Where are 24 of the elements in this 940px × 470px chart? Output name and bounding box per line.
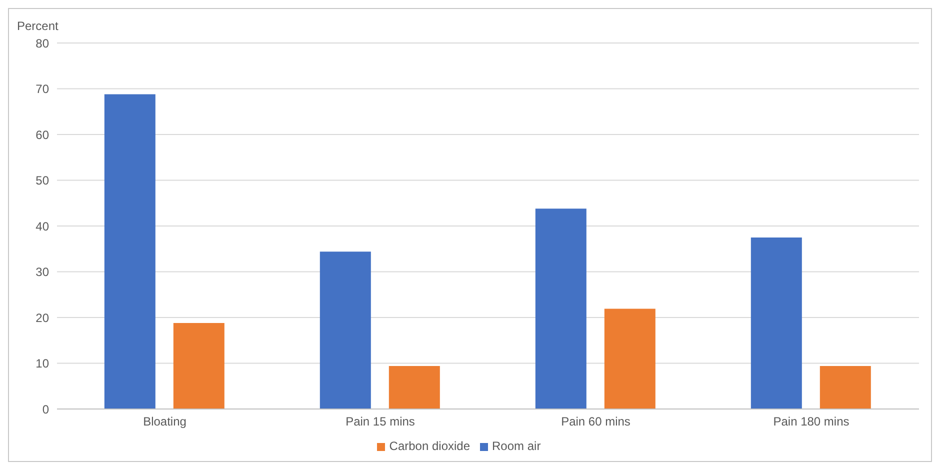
bar bbox=[604, 308, 656, 409]
y-tick-label: 0 bbox=[42, 402, 50, 416]
x-tick-label: Pain 180 mins bbox=[773, 414, 850, 429]
legend-label: Room air bbox=[492, 439, 541, 453]
y-tick-label: 80 bbox=[36, 36, 50, 50]
bar bbox=[173, 322, 224, 409]
y-tick-label: 20 bbox=[36, 310, 50, 325]
y-tick-label: 30 bbox=[36, 265, 50, 280]
bar bbox=[388, 366, 440, 409]
bar bbox=[820, 366, 871, 409]
y-tick-label: 10 bbox=[36, 356, 50, 371]
y-axis-title: Percent bbox=[17, 19, 58, 33]
y-tick-label: 50 bbox=[36, 174, 50, 188]
bar bbox=[750, 237, 802, 409]
x-tick-label: Pain 60 mins bbox=[561, 414, 630, 429]
bar bbox=[104, 94, 156, 409]
bar bbox=[535, 208, 586, 409]
y-tick-label: 70 bbox=[36, 82, 50, 96]
y-tick-label: 40 bbox=[36, 219, 50, 234]
legend-label: Carbon dioxide bbox=[389, 439, 470, 453]
y-tick-label: 60 bbox=[36, 128, 50, 142]
x-tick-label: Pain 15 mins bbox=[346, 414, 415, 429]
x-tick-label: Bloating bbox=[143, 414, 186, 429]
bar bbox=[320, 252, 371, 409]
